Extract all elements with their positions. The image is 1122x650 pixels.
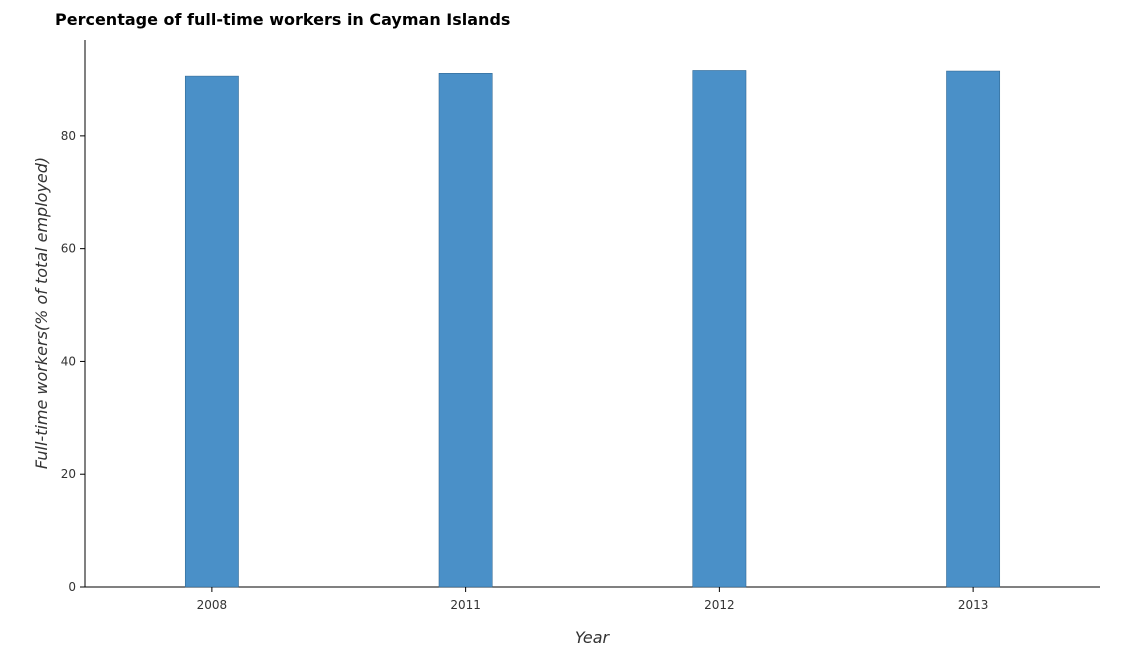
bars <box>184 70 1001 588</box>
bar-2013 <box>946 70 1001 588</box>
plot-area: 0 20 40 60 80 2008 2011 2012 2013 <box>61 40 1100 612</box>
bar-2008 <box>184 75 239 588</box>
x-tick-label: 2008 <box>197 598 228 612</box>
bar-2012 <box>692 70 747 588</box>
x-axis-label: Year <box>575 628 611 647</box>
y-tick-label: 0 <box>68 580 76 594</box>
x-tick-label: 2011 <box>450 598 481 612</box>
bar-2011 <box>438 73 493 588</box>
y-tick-label: 20 <box>61 467 76 481</box>
y-ticks: 0 20 40 60 80 <box>61 129 85 594</box>
y-axis-label: Full-time workers(% of total employed) <box>32 157 51 469</box>
x-tick-label: 2013 <box>958 598 989 612</box>
x-tick-label: 2012 <box>704 598 735 612</box>
y-tick-label: 80 <box>61 129 76 143</box>
y-tick-label: 40 <box>61 354 76 368</box>
x-ticks: 2008 2011 2012 2013 <box>197 587 989 612</box>
y-tick-label: 60 <box>61 242 76 256</box>
chart-title: Percentage of full-time workers in Cayma… <box>55 10 510 29</box>
